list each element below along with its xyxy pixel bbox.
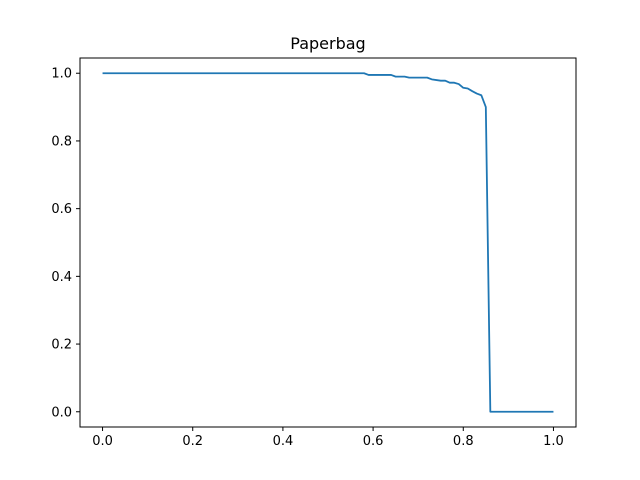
x-tick-label: 0.8 [453, 434, 474, 449]
series-line-0 [102, 72, 554, 413]
y-tick-label: 1.0 [51, 67, 72, 82]
y-tick-label: 0.6 [51, 202, 72, 217]
y-tick-label: 0.0 [51, 405, 72, 420]
x-tick-label: 0.4 [273, 434, 294, 449]
y-tick-label: 0.4 [51, 270, 72, 285]
plot-area: 0.0 0.2 0.4 0.6 0.8 1.0 0.0 0.2 0.4 0.6 0.8 1.0 [51, 57, 577, 449]
axes-frame [79, 57, 577, 428]
x-tick-label: 1.0 [543, 434, 564, 449]
x-tick-label: 0.6 [363, 434, 384, 449]
y-tick-label: 0.8 [51, 134, 72, 149]
y-tick-label: 0.2 [51, 338, 72, 353]
x-tick-label: 0.0 [92, 434, 113, 449]
chart-title: Paperbag [290, 34, 365, 53]
x-tick-label: 0.2 [182, 434, 203, 449]
